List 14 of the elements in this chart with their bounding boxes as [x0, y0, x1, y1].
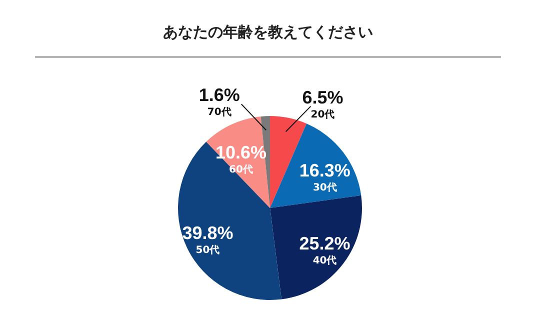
data-label: 1.6%	[198, 85, 240, 106]
pie-slice	[178, 142, 282, 300]
data-label: 39.8%	[182, 222, 234, 243]
data-label: 16.3%	[299, 160, 350, 181]
slice-label: 50代	[196, 244, 220, 256]
slice-label: 30代	[312, 182, 337, 194]
pie-slice	[270, 124, 362, 208]
data-label: 25.2%	[299, 233, 350, 254]
pie-slice	[270, 195, 362, 300]
data-label: 6.5%	[302, 87, 344, 108]
slice-label: 40代	[312, 254, 337, 266]
slice-label: 20代	[310, 108, 335, 120]
slice-label: 70代	[207, 106, 232, 118]
chart-title: あなたの年齢を教えてください	[163, 23, 373, 41]
